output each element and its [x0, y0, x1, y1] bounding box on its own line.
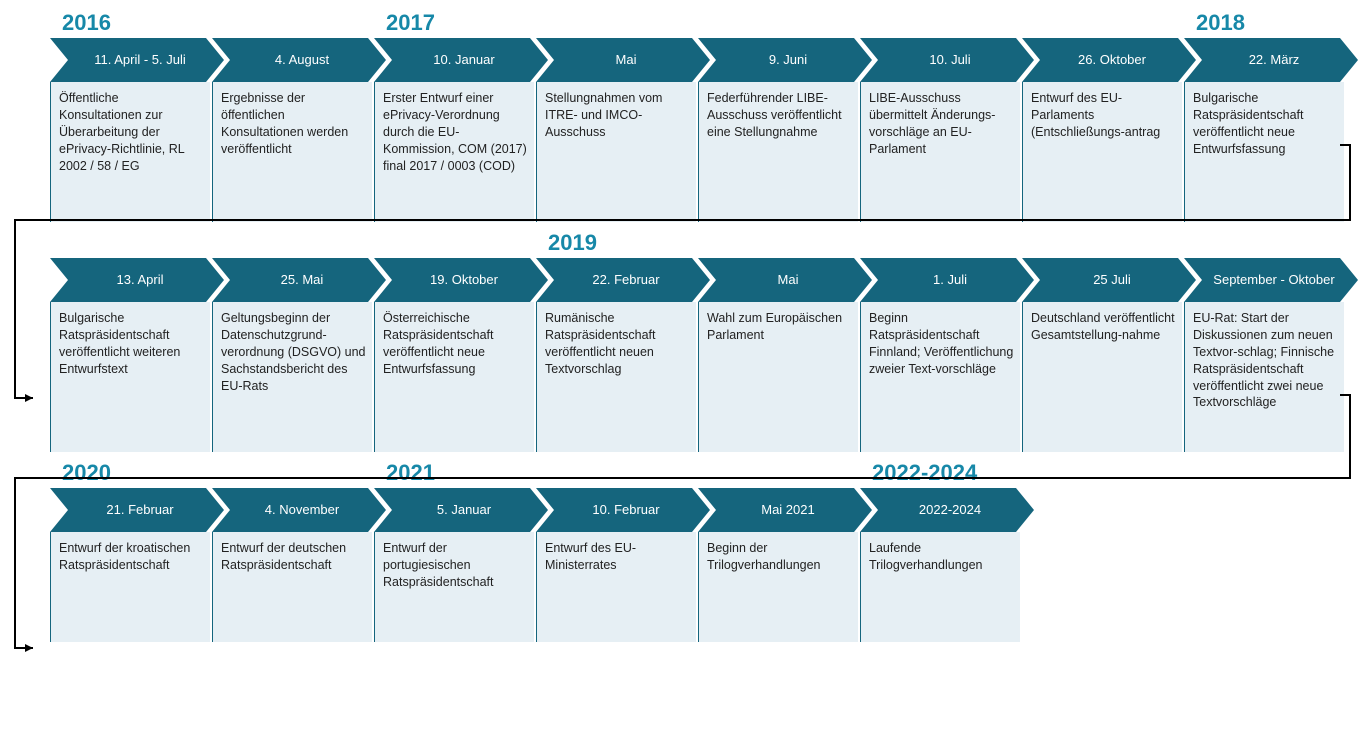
- timeline-arrow: 26. Oktober: [1022, 38, 1196, 82]
- timeline-item: September - OktoberEU-Rat: Start der Dis…: [1184, 258, 1344, 452]
- year-label: 2021: [374, 460, 860, 486]
- timeline-item: 25. MaiGeltungsbeginn der Datenschutzgru…: [212, 258, 372, 452]
- timeline-desc: Entwurf des EU-Parlaments (Entschließung…: [1022, 82, 1182, 222]
- year-label: 2019: [536, 230, 1346, 256]
- timeline-item: 4. AugustErgebnisse der öffentlichen Kon…: [212, 38, 372, 222]
- timeline-item: 9. JuniFederführender LIBE-Ausschuss ver…: [698, 38, 858, 222]
- timeline-desc: Rumänische Ratspräsidentschaft veröffent…: [536, 302, 696, 452]
- timeline-desc: Beginn der Trilogverhandlungen: [698, 532, 858, 642]
- timeline-item: 5. JanuarEntwurf der portugiesischen Rat…: [374, 488, 534, 642]
- timeline-row: 2019 13. AprilBulgarische Ratspräsidentsc…: [20, 230, 1347, 452]
- timeline-arrow: 19. Oktober: [374, 258, 548, 302]
- timeline-desc: Öffentliche Konsultationen zur Überarbei…: [50, 82, 210, 222]
- timeline-item: Mai 2021Beginn der Trilogverhandlungen: [698, 488, 858, 642]
- timeline-desc: Stellungnahmen vom ITRE- und IMCO-Aussch…: [536, 82, 696, 222]
- timeline-diagram: 201620172018 11. April - 5. JuliÖffentlic…: [20, 10, 1347, 642]
- timeline-item: 26. OktoberEntwurf des EU-Parlaments (En…: [1022, 38, 1182, 222]
- timeline-item: MaiStellungnahmen vom ITRE- und IMCO-Aus…: [536, 38, 696, 222]
- timeline-desc: Entwurf des EU-Ministerrates: [536, 532, 696, 642]
- timeline-item: MaiWahl zum Europäischen Parlament: [698, 258, 858, 452]
- timeline-arrow: Mai: [698, 258, 872, 302]
- timeline-arrow: 2022-2024: [860, 488, 1034, 532]
- timeline-arrow: 22. Februar: [536, 258, 710, 302]
- timeline-row: 201620172018 11. April - 5. JuliÖffentlic…: [20, 10, 1347, 222]
- timeline-arrow: 25 Juli: [1022, 258, 1196, 302]
- timeline-desc: Entwurf der portugiesischen Ratspräsiden…: [374, 532, 534, 642]
- timeline-arrow: Mai 2021: [698, 488, 872, 532]
- timeline-desc: Federführender LIBE-Ausschuss veröffentl…: [698, 82, 858, 222]
- year-label: 2016: [50, 10, 374, 36]
- year-label: 2017: [374, 10, 1184, 36]
- timeline-item: 1. JuliBeginn Ratspräsidentschaft Finnla…: [860, 258, 1020, 452]
- timeline-desc: Österreichische Ratspräsidentschaft verö…: [374, 302, 534, 452]
- timeline-desc: Entwurf der deutschen Ratspräsidentschaf…: [212, 532, 372, 642]
- timeline-arrow: 9. Juni: [698, 38, 872, 82]
- timeline-item: 21. FebruarEntwurf der kroatischen Ratsp…: [50, 488, 210, 642]
- timeline-desc: Ergebnisse der öffentlichen Konsultation…: [212, 82, 372, 222]
- year-label: 2022-2024: [860, 460, 1022, 486]
- year-label: 2018: [1184, 10, 1346, 36]
- timeline-item: 13. AprilBulgarische Ratspräsidentschaft…: [50, 258, 210, 452]
- timeline-desc: LIBE-Ausschuss übermittelt Änderungs-vor…: [860, 82, 1020, 222]
- timeline-desc: Deutschland veröffentlicht Gesamtstellun…: [1022, 302, 1182, 452]
- timeline-item: 22. FebruarRumänische Ratspräsidentschaf…: [536, 258, 696, 452]
- timeline-arrow: 25. Mai: [212, 258, 386, 302]
- timeline-arrow: 10. Juli: [860, 38, 1034, 82]
- timeline-arrow: 13. April: [50, 258, 224, 302]
- timeline-arrow: 10. Januar: [374, 38, 548, 82]
- timeline-item: 19. OktoberÖsterreichische Ratspräsident…: [374, 258, 534, 452]
- timeline-desc: Erster Entwurf einer ePrivacy-Verordnung…: [374, 82, 534, 222]
- timeline-row: 202020212022-202421. FebruarEntwurf der …: [20, 460, 1347, 642]
- timeline-desc: Beginn Ratspräsidentschaft Finnland; Ver…: [860, 302, 1020, 452]
- year-label: 2020: [50, 460, 374, 486]
- timeline-arrow: 11. April - 5. Juli: [50, 38, 224, 82]
- timeline-item: 2022-2024Laufende Trilogverhandlungen: [860, 488, 1020, 642]
- timeline-arrow: Mai: [536, 38, 710, 82]
- timeline-arrow: 4. August: [212, 38, 386, 82]
- timeline-desc: Wahl zum Europäischen Parlament: [698, 302, 858, 452]
- timeline-item: 22. MärzBulgarische Ratspräsidentschaft …: [1184, 38, 1344, 222]
- timeline-desc: Bulgarische Ratspräsidentschaft veröffen…: [1184, 82, 1344, 222]
- timeline-item: 25 JuliDeutschland veröffentlicht Gesamt…: [1022, 258, 1182, 452]
- timeline-arrow: 5. Januar: [374, 488, 548, 532]
- timeline-item: 10. FebruarEntwurf des EU-Ministerrates: [536, 488, 696, 642]
- timeline-arrow: 4. November: [212, 488, 386, 532]
- timeline-item: 11. April - 5. JuliÖffentliche Konsultat…: [50, 38, 210, 222]
- timeline-desc: Entwurf der kroatischen Ratspräsidentsch…: [50, 532, 210, 642]
- timeline-desc: Bulgarische Ratspräsidentschaft veröffen…: [50, 302, 210, 452]
- timeline-arrow: 10. Februar: [536, 488, 710, 532]
- timeline-item: 10. JuliLIBE-Ausschuss übermittelt Änder…: [860, 38, 1020, 222]
- timeline-arrow: 21. Februar: [50, 488, 224, 532]
- timeline-item: 10. JanuarErster Entwurf einer ePrivacy-…: [374, 38, 534, 222]
- timeline-desc: Geltungsbeginn der Datenschutzgrund-vero…: [212, 302, 372, 452]
- timeline-arrow: 22. März: [1184, 38, 1358, 82]
- timeline-item: 4. NovemberEntwurf der deutschen Ratsprä…: [212, 488, 372, 642]
- timeline-arrow: 1. Juli: [860, 258, 1034, 302]
- timeline-desc: Laufende Trilogverhandlungen: [860, 532, 1020, 642]
- timeline-arrow: September - Oktober: [1184, 258, 1358, 302]
- timeline-desc: EU-Rat: Start der Diskussionen zum neuen…: [1184, 302, 1344, 452]
